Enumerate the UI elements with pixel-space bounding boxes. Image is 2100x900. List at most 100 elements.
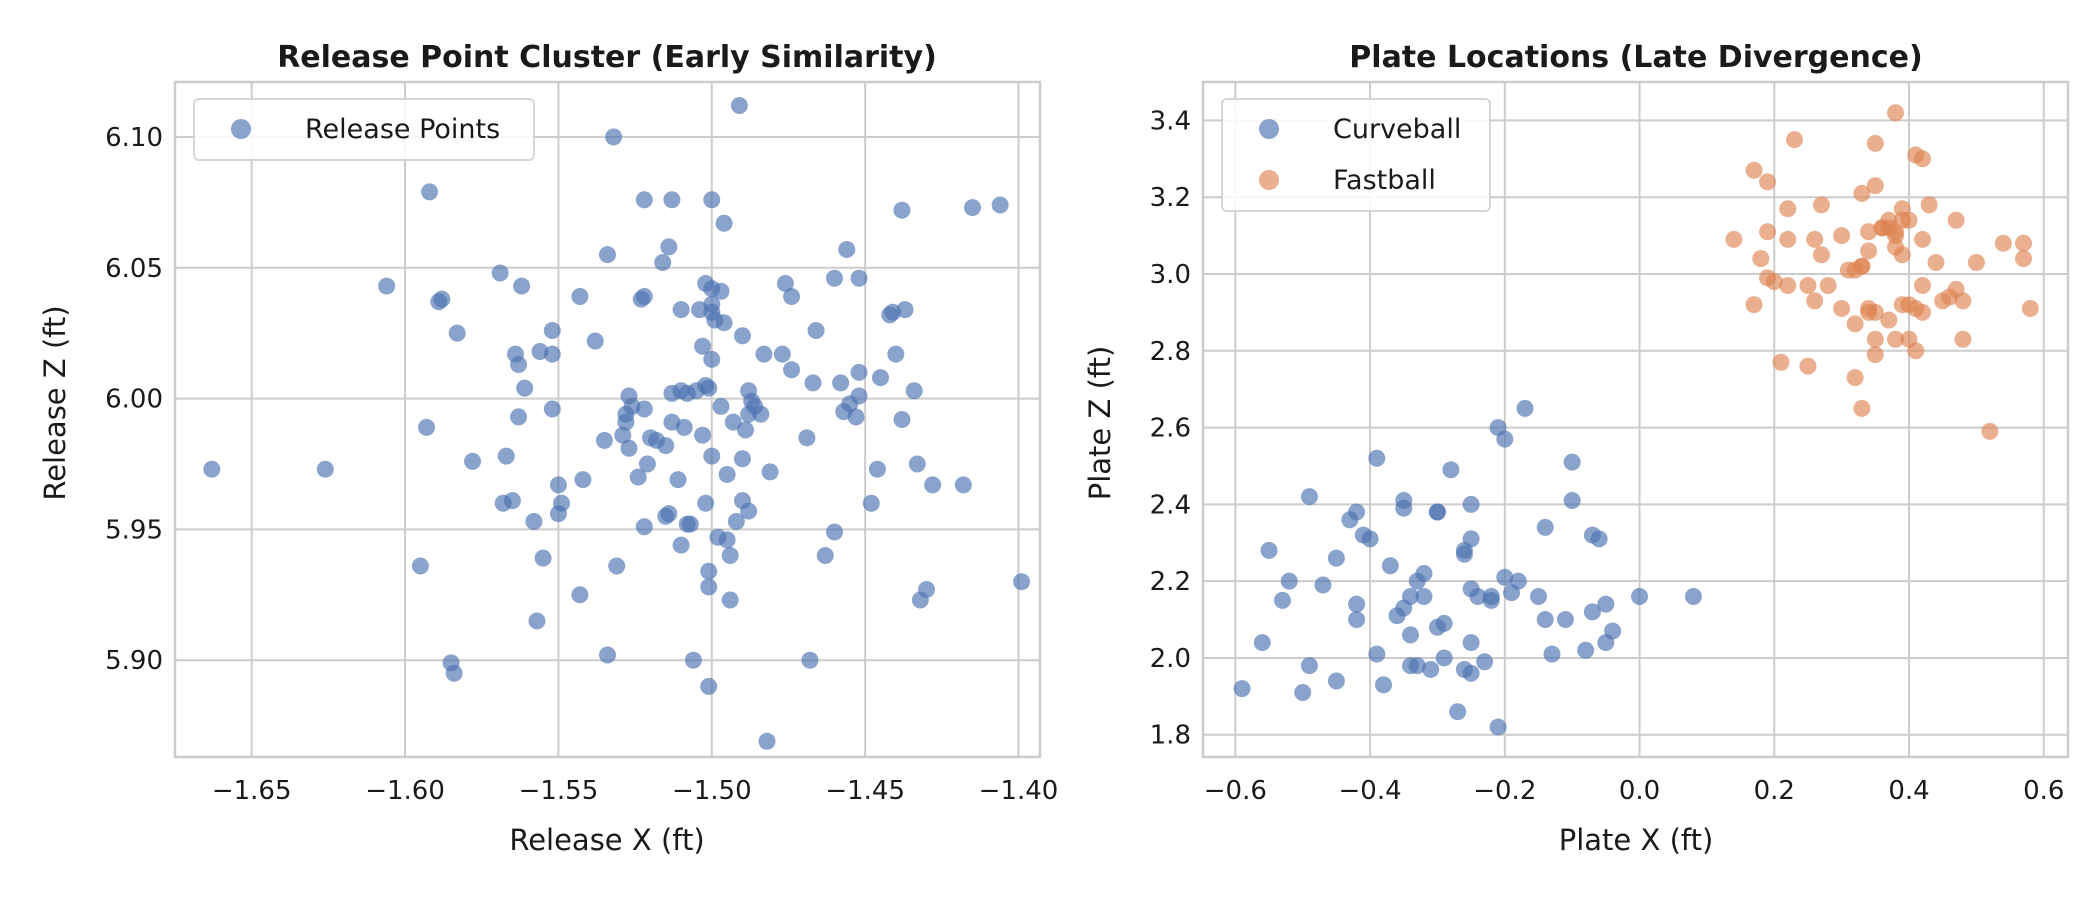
fastball-point <box>1866 177 1884 195</box>
x-axis-label: Plate X (ft) <box>1559 823 1714 857</box>
release-points-point <box>638 455 656 473</box>
release-points-point <box>964 199 982 217</box>
release-points-point <box>660 238 678 256</box>
release-points-point <box>681 515 699 533</box>
x-tick-label: 0.0 <box>1619 776 1660 806</box>
fastball-point <box>1913 276 1931 294</box>
release-points-point <box>528 612 546 630</box>
curveball-point <box>1273 591 1291 609</box>
curveball-point <box>1294 683 1312 701</box>
release-points-point <box>571 586 589 604</box>
curveball-point <box>1280 572 1298 590</box>
curveball-point <box>1300 488 1318 506</box>
release-points-point <box>1013 573 1031 591</box>
x-tick-labels: −0.6 −0.4 −0.2 0.0 0.2 0.4 0.6 <box>1204 776 2065 806</box>
fastball-point <box>1819 276 1837 294</box>
fastball-point <box>1913 230 1931 248</box>
curveball-point <box>1556 611 1574 629</box>
release-points-point <box>433 290 451 308</box>
release-points-point <box>991 196 1009 214</box>
release-points-point <box>862 494 880 512</box>
fastball-point <box>1812 246 1830 264</box>
curveball-point <box>1509 572 1527 590</box>
release-points-point <box>838 240 856 258</box>
fastball-point <box>1866 346 1884 364</box>
release-points-point <box>712 397 730 415</box>
fastball-point <box>1745 161 1763 179</box>
curveball-point <box>1590 530 1608 548</box>
fastball-point <box>1907 342 1925 360</box>
release-points-point <box>908 455 926 473</box>
fastball-point <box>1900 211 1918 229</box>
fastball-point <box>1779 230 1797 248</box>
y-tick-labels: 1.8 2.0 2.2 2.4 2.6 2.8 3.0 3.2 3.4 <box>1150 106 1191 750</box>
release-points-point <box>448 324 466 342</box>
release-points-point <box>721 547 739 565</box>
release-points-point <box>703 191 721 209</box>
curveball-point <box>1536 611 1554 629</box>
curveball-point <box>1469 588 1487 606</box>
release-points-point <box>850 269 868 287</box>
curveball-point <box>1327 549 1345 567</box>
curveball-point <box>1476 653 1494 671</box>
release-points-point <box>669 471 687 489</box>
release-points-point <box>510 356 528 374</box>
legend-label-fastball: Fastball <box>1333 165 1436 196</box>
curveball-point <box>1482 588 1500 606</box>
curveball-point <box>1583 603 1601 621</box>
y-tick-label: 2.4 <box>1150 490 1191 520</box>
release-points-point <box>703 295 721 313</box>
release-points-point <box>203 460 221 478</box>
release-points-point <box>663 191 681 209</box>
fastball-point <box>1846 315 1864 333</box>
x-tick-label: 0.4 <box>1888 776 1929 806</box>
release-points-point <box>608 557 626 575</box>
release-points-point <box>675 418 693 436</box>
release-points-point <box>733 327 751 345</box>
x-tick-label: −1.40 <box>979 776 1059 806</box>
release-points-point <box>599 246 616 264</box>
release-points-point <box>712 282 730 300</box>
release-points-point <box>491 264 509 282</box>
fastball-point <box>1846 369 1864 387</box>
fastball-point <box>1880 311 1898 329</box>
x-tick-label: −0.6 <box>1204 776 1267 806</box>
release-points-point <box>700 578 718 596</box>
fastball-point <box>1799 357 1817 375</box>
fastball-point <box>1913 303 1931 321</box>
curveball-point <box>1577 641 1595 659</box>
release-points-point <box>684 651 702 669</box>
release-points-point <box>773 345 791 363</box>
release-points-point <box>850 387 868 405</box>
legend-label-curveball: Curveball <box>1333 114 1461 145</box>
curveball-point <box>1455 545 1473 563</box>
release-points-point <box>586 332 604 350</box>
legend-marker-curveball <box>1259 119 1279 139</box>
release-points-point <box>700 379 718 397</box>
curveball-point <box>1536 518 1554 536</box>
release-points-point <box>924 476 942 494</box>
release-points-point <box>727 513 745 531</box>
x-tick-label: −1.45 <box>825 776 905 806</box>
release-points-point <box>755 345 773 363</box>
fastball-point <box>1812 196 1830 214</box>
curveball-point <box>1415 588 1433 606</box>
curveball-point <box>1375 676 1393 694</box>
fastball-point <box>1913 150 1931 168</box>
legend-label-release-points: Release Points <box>305 114 500 145</box>
fastball-point <box>1866 330 1884 348</box>
release-points-point <box>733 450 751 468</box>
y-tick-label: 2.2 <box>1150 567 1191 597</box>
y-tick-label: 5.95 <box>105 515 163 545</box>
curveball-point <box>1253 634 1271 652</box>
x-tick-label: 0.6 <box>2023 776 2064 806</box>
x-tick-label: −1.65 <box>212 776 292 806</box>
release-points-point <box>672 301 690 319</box>
scatter-points <box>203 97 1031 750</box>
curveball-point <box>1428 503 1446 521</box>
legend-box <box>1221 98 1491 212</box>
fastball-point <box>1994 234 2012 252</box>
curveball-point <box>1381 557 1399 575</box>
x-tick-label: −1.55 <box>519 776 599 806</box>
chart-title: Release Point Cluster (Early Similarity) <box>277 40 937 75</box>
